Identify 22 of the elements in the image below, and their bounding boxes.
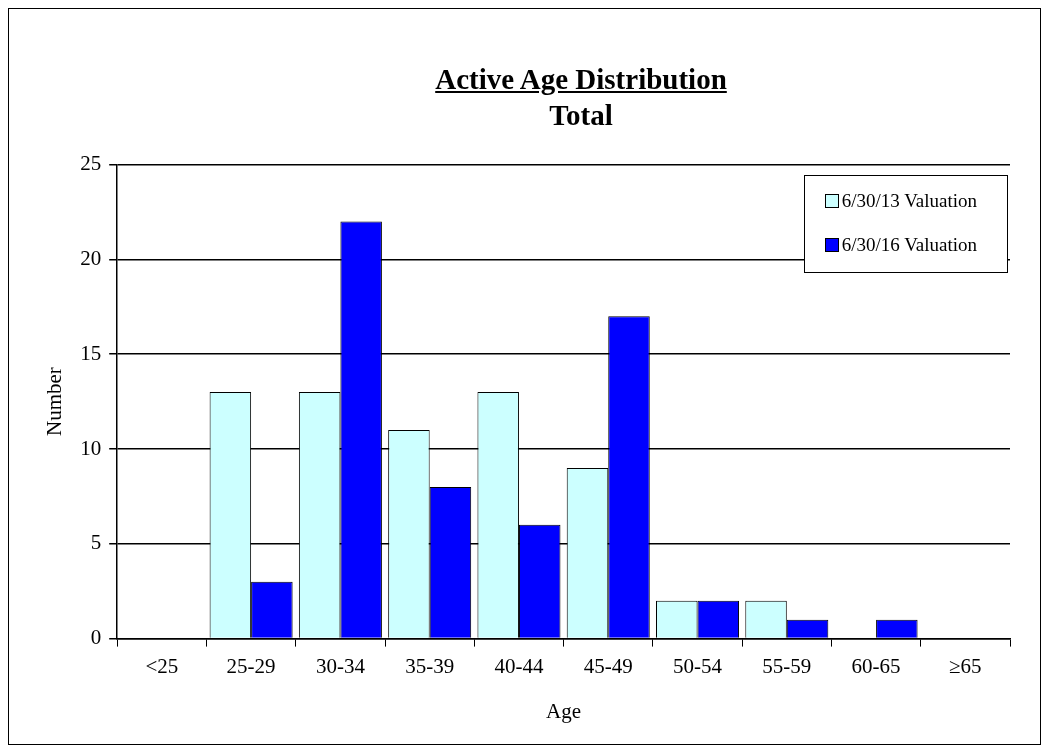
y-tick-label: 5 [90, 530, 102, 555]
legend-label: 6/30/13 Valuation [841, 190, 977, 212]
y-tick-label: 25 [80, 151, 102, 176]
x-tick-label: 55-59 [762, 653, 812, 678]
x-tick-label: 25-29 [226, 653, 276, 678]
y-axis-title: Number [42, 367, 67, 437]
y-tick-label: 10 [80, 435, 102, 460]
x-axis-title: Age [546, 698, 582, 723]
x-tick-label: <25 [145, 653, 179, 678]
x-tick-label: 40-44 [494, 653, 544, 678]
x-tick-label: ≥65 [949, 653, 982, 678]
chart-title: Active Age Distribution [434, 62, 728, 97]
y-tick-label: 20 [80, 245, 102, 270]
legend-label: 6/30/16 Valuation [841, 234, 977, 256]
y-tick-label: 0 [90, 625, 102, 650]
chart-subtitle: Total [548, 98, 614, 133]
x-tick-label: 60-65 [851, 653, 901, 678]
x-tick-label: 30-34 [315, 653, 366, 678]
y-tick-label: 15 [80, 340, 102, 365]
x-tick-label: 35-39 [405, 653, 455, 678]
x-tick-label: 45-49 [583, 653, 633, 678]
x-tick-label: 50-54 [673, 653, 723, 678]
